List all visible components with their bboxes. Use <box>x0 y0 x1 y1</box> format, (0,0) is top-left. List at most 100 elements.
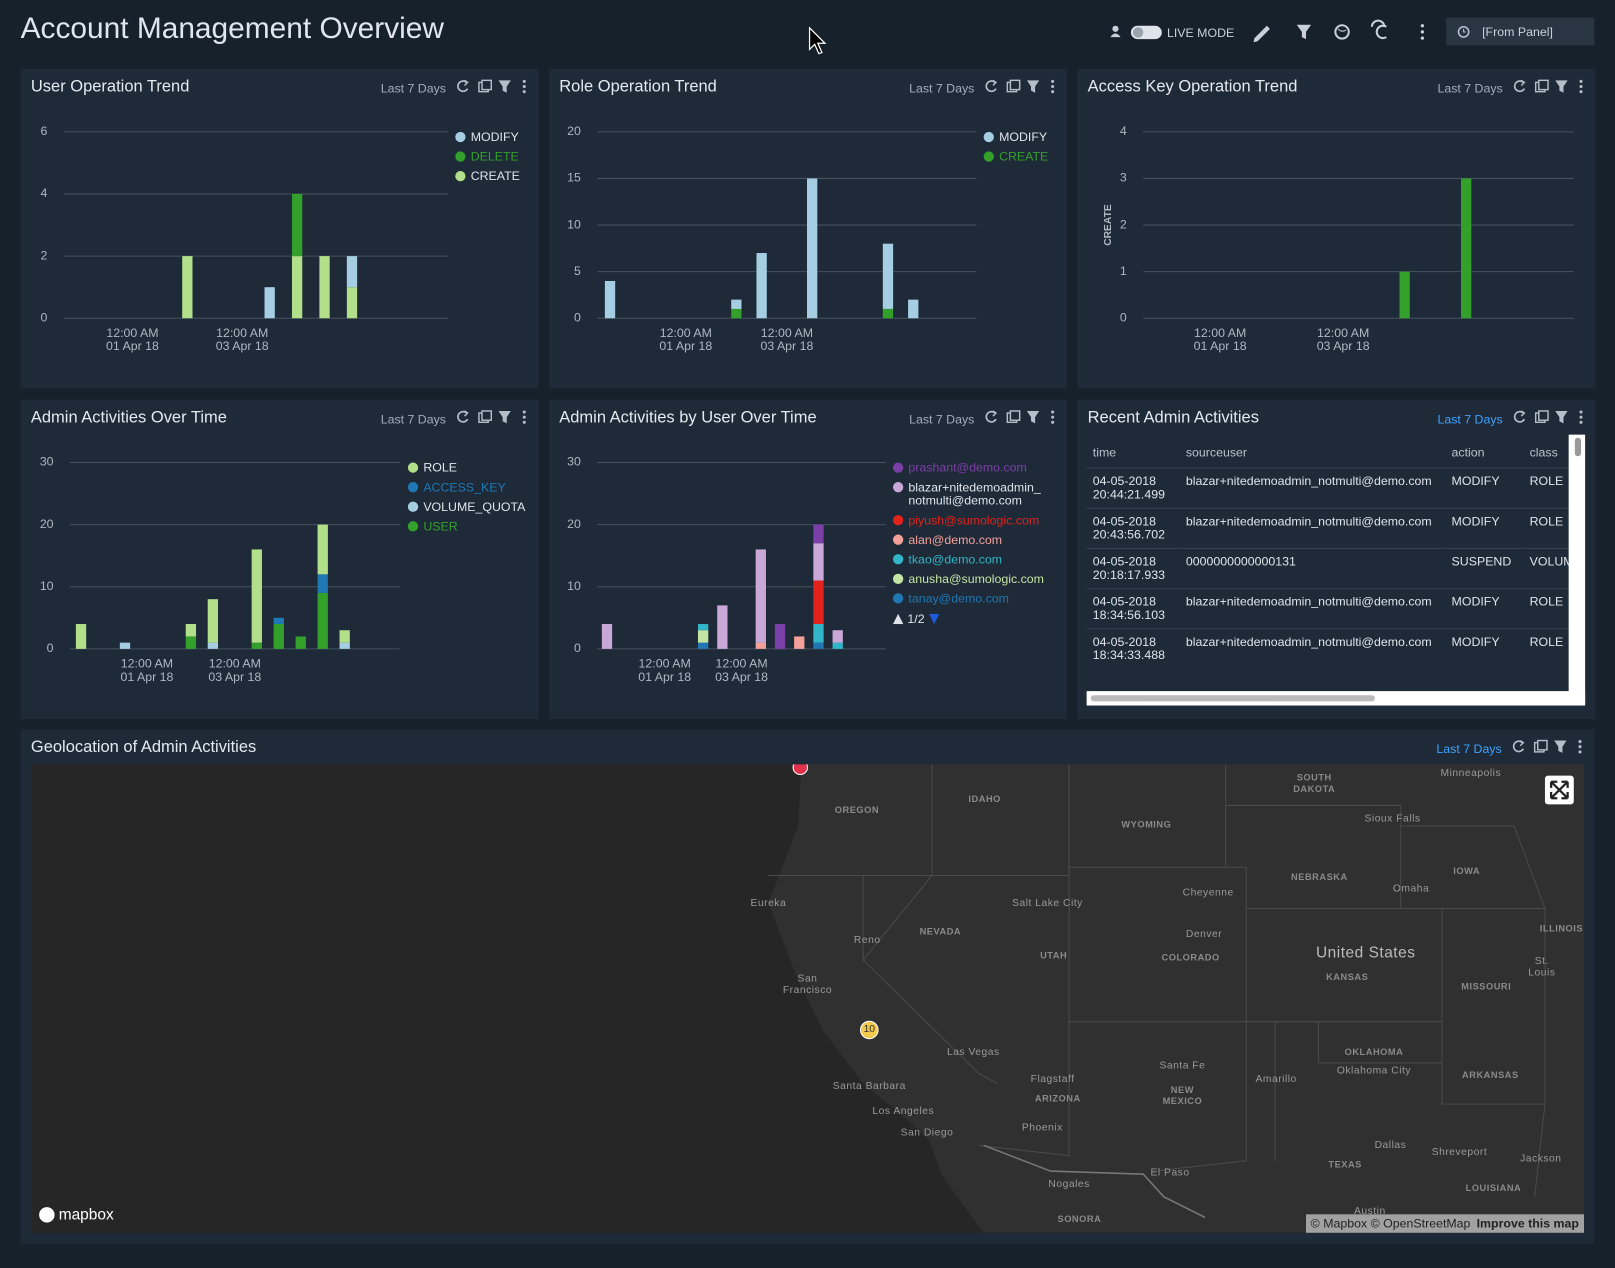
panel: Admin Activities Over Time Last 7 Days 0 1… <box>20 399 539 719</box>
map-label: Eureka <box>750 897 787 909</box>
x-tick-label: 12:00 AM 03 Apr 18 <box>215 325 269 354</box>
bar <box>317 592 328 649</box>
legend-item[interactable]: alan@demo.com <box>892 533 1047 547</box>
map-label: COLORADO <box>1161 952 1220 963</box>
table-cell: 04-05-2018 20:18:17.933 <box>1086 547 1180 589</box>
panel: Recent Admin Activities Last 7 Days time s… <box>1077 399 1596 719</box>
bar <box>251 642 262 649</box>
legend-item[interactable]: prashant@demo.com <box>892 461 1047 474</box>
panel-time-range[interactable]: Last 7 Days <box>1436 741 1502 756</box>
legend-item[interactable]: ACCESS_KEY <box>407 480 539 494</box>
map-label: WYOMING <box>1121 819 1172 830</box>
table-row: 04-05-2018 18:34:33.488 blazar+nitedemoad… <box>1086 628 1571 669</box>
panel-time-range[interactable]: Last 7 Days <box>380 81 446 96</box>
legend-item[interactable]: blazar+nitedemoadmin_notmulti@demo.com <box>892 480 1047 508</box>
y-tick-label: 10 <box>567 579 581 593</box>
toolbar-icons[interactable] <box>1102 16 1473 47</box>
bar <box>731 308 742 319</box>
table-row: 04-05-2018 20:18:17.933 0000000000000131 S… <box>1086 547 1571 589</box>
x-tick-label: 12:00 AM 01 Apr 18 <box>638 656 692 684</box>
fullscreen-button[interactable] <box>1544 775 1574 805</box>
panel-tools[interactable] <box>1512 739 1586 754</box>
panel-tools <box>1512 739 1586 760</box>
legend-swatch <box>407 462 419 473</box>
legend-item[interactable]: CREATE <box>983 150 1067 163</box>
arrow <box>892 613 904 625</box>
time-range-box[interactable]: [From Panel] <box>1446 17 1595 46</box>
cursor <box>808 26 827 55</box>
column-header: action <box>1451 444 1485 460</box>
map-cluster[interactable]: 10 <box>860 1020 879 1040</box>
legend-item[interactable]: piyush@sumologic.com <box>892 512 1047 528</box>
legend-item[interactable]: ROLE <box>407 461 539 474</box>
logo-text: mapbox <box>58 1206 114 1224</box>
pager-up <box>892 613 904 625</box>
panel-time-range[interactable]: Last 7 Days <box>909 411 975 427</box>
logo-mark <box>39 1207 55 1223</box>
map-label: ARKANSAS <box>1462 1069 1519 1080</box>
table-cell: blazar+nitedemoadmin_notmulti@demo.com <box>1179 467 1446 509</box>
panel-time-range[interactable]: Last 7 Days <box>1437 411 1503 427</box>
bar <box>119 642 131 649</box>
legend-item[interactable]: tkao@demo.com <box>892 553 1047 566</box>
panel-tools[interactable] <box>985 410 1059 424</box>
panel-time-range[interactable]: Last 7 Days <box>909 81 975 96</box>
bar <box>1399 271 1410 319</box>
legend-swatch <box>892 482 904 493</box>
legend-item[interactable]: VOLUME_QUOTA <box>407 500 539 514</box>
bar <box>882 243 894 309</box>
map-label: LOUISIANA <box>1465 1182 1522 1194</box>
legend-item[interactable]: USER <box>407 520 539 533</box>
panel-title: Access Key Operation Trend <box>1087 78 1298 96</box>
table-cell: MODIFY <box>1445 628 1524 669</box>
legend-label: piyush@sumologic.com <box>908 512 1040 528</box>
panel-tools[interactable] <box>1513 410 1587 424</box>
state-border <box>1400 825 1546 909</box>
legend-item[interactable]: CREATE <box>455 169 538 183</box>
map-label: Dallas <box>1374 1139 1407 1151</box>
legend-item[interactable]: tanay@demo.com <box>892 592 1047 605</box>
legend-label: DELETE <box>470 149 519 164</box>
y-axis-label: CREATE <box>1103 204 1114 246</box>
chart: 0 10 20 30 <box>40 455 400 655</box>
legend-swatch <box>983 131 994 143</box>
panel-time-range[interactable]: Last 7 Days <box>380 411 446 427</box>
panel-time-range[interactable]: Last 7 Days <box>1437 81 1503 96</box>
legend-item[interactable]: anusha@sumologic.com <box>892 572 1047 586</box>
map-label: St. Louis <box>1528 955 1556 979</box>
table-cell: 04-05-2018 20:43:56.702 <box>1086 507 1180 549</box>
map-label: Las Vegas <box>946 1046 1000 1059</box>
map-label: Nogales <box>1048 1178 1090 1191</box>
y-tick-label: 0 <box>574 641 581 655</box>
y-tick-label: 3 <box>1120 171 1127 185</box>
legend-item[interactable]: MODIFY <box>983 130 1067 144</box>
map-label: San Francisco <box>782 973 833 996</box>
attribution: © Mapbox © OpenStreetMap Improve this map <box>1305 1214 1585 1233</box>
x-tick-label: 12:00 AM 03 Apr 18 <box>1316 325 1370 354</box>
bar <box>339 630 350 643</box>
panel-tools <box>985 410 1059 430</box>
map-label: Santa Barbara <box>832 1080 906 1093</box>
table-cell: ROLE <box>1523 588 1571 629</box>
table-cell: 04-05-2018 20:44:21.499 <box>1086 467 1180 509</box>
panel-tools[interactable] <box>456 410 530 424</box>
map-label: San Diego <box>900 1127 954 1139</box>
bar <box>908 299 919 319</box>
legend-item[interactable]: DELETE <box>455 150 538 163</box>
map-label: MISSOURI <box>1461 981 1512 992</box>
table-cell: blazar+nitedemoadmin_notmulti@demo.com <box>1179 588 1446 629</box>
legend-swatch <box>407 482 419 493</box>
bar <box>339 642 350 649</box>
panel-tools[interactable] <box>456 79 530 94</box>
arrow <box>928 613 940 625</box>
bar <box>1461 178 1472 319</box>
panel-tools[interactable] <box>985 79 1059 94</box>
improve-link[interactable]: Improve this map <box>1476 1216 1579 1231</box>
chart: 0 10 20 30 <box>567 455 886 655</box>
legend-item[interactable]: MODIFY <box>455 130 538 144</box>
live-mode[interactable]: LIVE MODE <box>1166 25 1235 41</box>
bar <box>182 256 193 319</box>
bar <box>755 642 766 649</box>
legend-swatch <box>892 554 904 565</box>
panel-tools[interactable] <box>1513 79 1587 94</box>
